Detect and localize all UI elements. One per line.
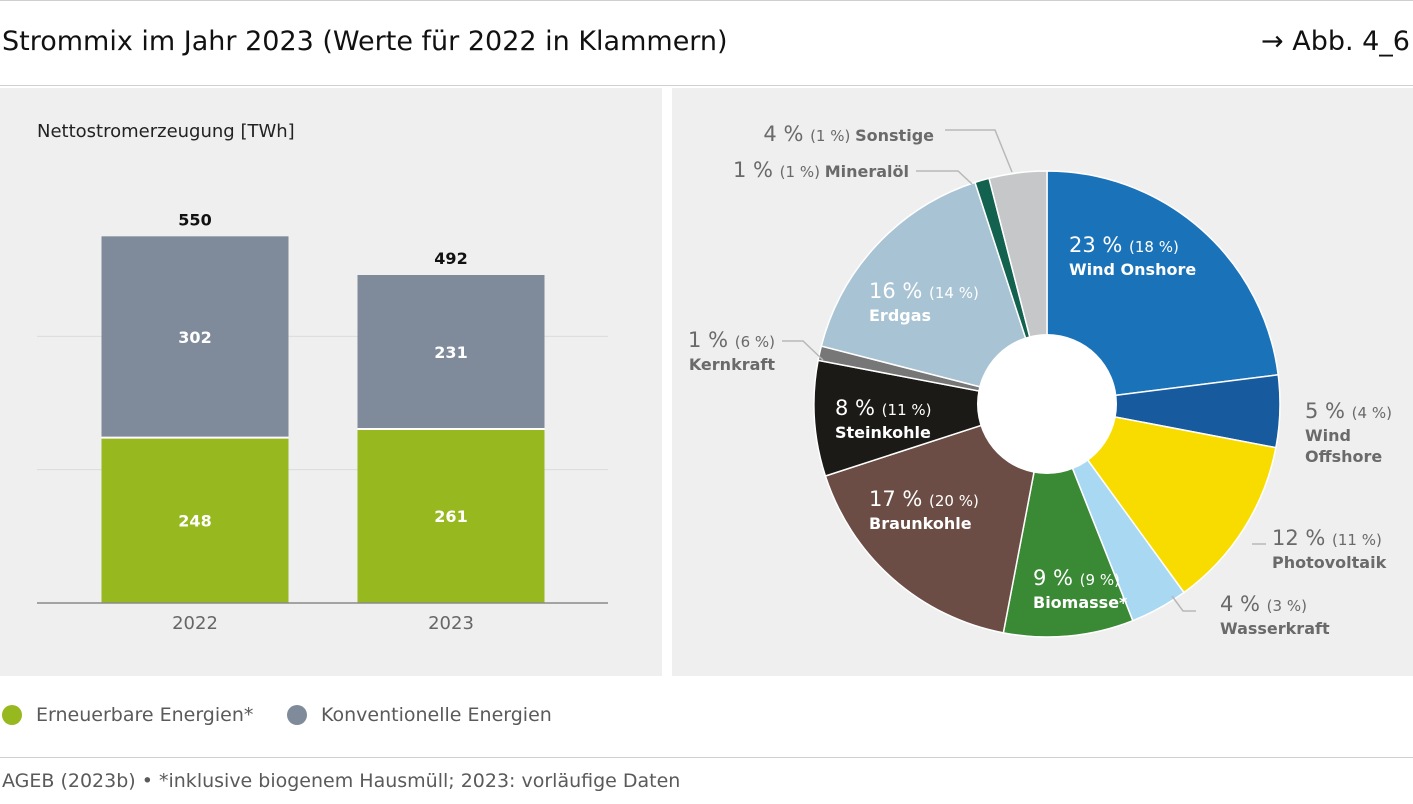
bar-chart-title: Nettostromerzeugung [TWh] [37,121,295,142]
donut-slice-biomasse [1002,401,1134,638]
bar-total-label: 550 [178,210,211,229]
legend-label-conventional: Konventionelle Energien [321,704,552,726]
page-title: Strommix im Jahr 2023 (Werte für 2022 in… [2,26,728,57]
bar-value-label: 248 [178,511,211,530]
legend-item-conventional: Konventionelle Energien [287,704,552,726]
slice-name-label: Wasserkraft [1220,619,1330,638]
slice-name-label: Wind Onshore [1069,260,1196,279]
slice-name-label: Kernkraft [689,355,776,374]
legend-marker-conventional [287,705,307,725]
slice-name-label: Erdgas [869,306,931,325]
slice-name-label: Offshore [1305,447,1382,466]
donut-hole [977,334,1117,474]
donut-slice-wind-onshore [1046,170,1279,405]
x-tick-label: 2022 [172,613,218,634]
bar-value-label: 231 [434,343,467,362]
donut-slice-steinkohle [813,359,1048,477]
leader-line [916,170,973,185]
donut-slice-erdgas [820,181,1049,406]
slice-value-label: 16 % (14 %) [869,279,979,303]
legend-label-renewable: Erneuerbare Energien* [36,704,254,726]
slice-name-label: Wind [1305,426,1351,445]
legend-item-renewable: Erneuerbare Energien* [2,704,253,726]
donut-chart: 23 % (18 %) Wind Onshore 5 % (4 %) Wind Offs… [688,122,1392,638]
bar-segment-2023-renewable [357,429,545,603]
figure-reference: → Abb. 4_6 [1261,26,1410,57]
legend-marker-renewable [2,705,22,725]
bar-value-label: 261 [434,507,467,526]
bar-chart-panel: Nettostromerzeugung [TWh] 248 302 550 2022 26… [0,88,662,676]
slice-value-label: 4 % (3 %) [1220,592,1307,616]
source-note: AGEB (2023b) • *inklusive biogenem Hausm… [2,770,681,792]
bar-chart: Nettostromerzeugung [TWh] 248 302 550 2022 26… [37,121,608,634]
bar-value-label: 302 [178,328,211,347]
footer-rule [0,757,1413,758]
x-tick-label: 2023 [428,613,474,634]
slice-value-label: 17 % (20 %) [869,487,979,511]
slice-value-label: 23 % (18 %) [1069,233,1179,257]
legend: Erneuerbare Energien* Konventionelle Ene… [0,704,1000,732]
slice-value-label: 5 % (4 %) [1305,399,1392,423]
slice-value-label: 8 % (11 %) [835,396,931,420]
donut-slice-braunkohle [824,402,1048,634]
header-rule [0,85,1413,86]
slice-value-label: 1 % (1 %) Mineralöl [733,158,909,182]
slice-name-label: Photovoltaik [1272,553,1387,572]
donut-chart-panel: 23 % (18 %) Wind Onshore 5 % (4 %) Wind Offs… [672,88,1413,676]
leader-line [945,129,1013,173]
top-rule [0,0,1413,1]
donut-slice-photovoltaik [1045,402,1277,594]
slice-value-label: 12 % (11 %) [1272,526,1382,550]
bar-segment-2022-conventional [101,236,289,438]
leader-line [1171,595,1196,612]
slice-name-label: Biomasse* [1033,593,1128,612]
slice-value-label: 9 % (9 %) [1033,566,1120,590]
bar-segment-2022-renewable [101,437,289,603]
slice-value-label: 4 % (1 %) Sonstige [763,122,934,146]
bar-total-label: 492 [434,249,467,268]
leader-line [782,340,824,361]
slice-name-label: Steinkohle [835,423,931,442]
bar-segment-2023-conventional [357,275,545,429]
slice-value-label: 1 % (6 %) [688,328,775,352]
slice-name-label: Braunkohle [869,514,972,533]
